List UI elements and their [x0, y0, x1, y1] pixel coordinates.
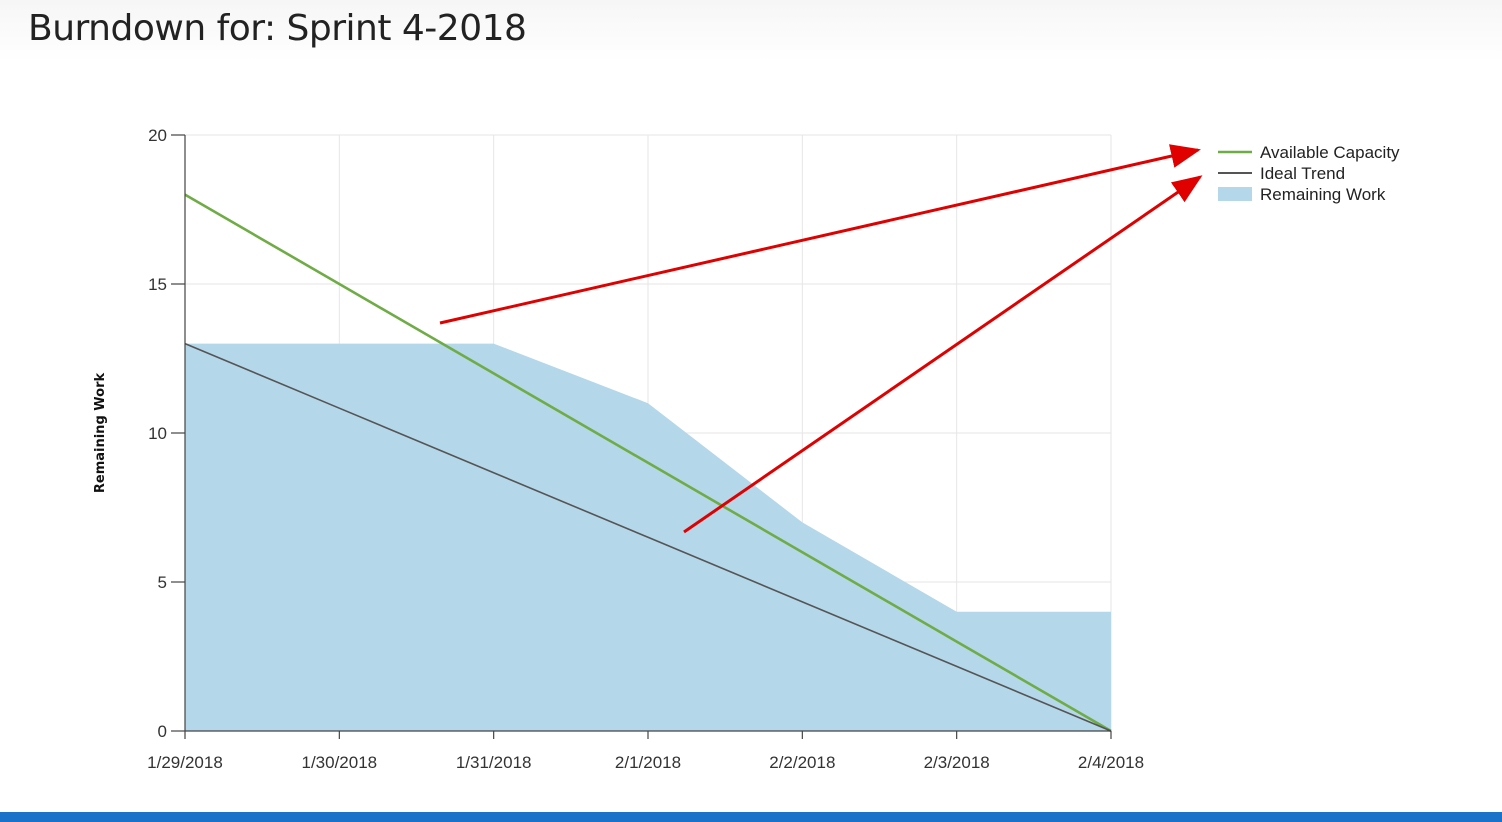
legend-label-remaining-work: Remaining Work	[1260, 185, 1386, 204]
annotation-arrow-ideal-trend	[684, 177, 1200, 532]
y-axis-label: Remaining Work	[93, 373, 108, 494]
x-tick-label: 1/31/2018	[456, 753, 532, 772]
chart-legend: Available Capacity Ideal Trend Remaining W…	[1218, 143, 1400, 204]
y-tick-label: 0	[158, 722, 167, 741]
x-tick-label: 2/1/2018	[615, 753, 681, 772]
x-tick-label: 2/3/2018	[924, 753, 990, 772]
y-axis-label-group: Remaining Work	[93, 373, 108, 494]
y-tick-label: 10	[148, 424, 167, 443]
legend-label-available-capacity: Available Capacity	[1260, 143, 1400, 162]
y-tick-label: 5	[158, 573, 167, 592]
y-tick-label: 20	[148, 126, 167, 145]
x-tick-label: 2/4/2018	[1078, 753, 1144, 772]
x-tick-label: 1/30/2018	[302, 753, 378, 772]
annotation-arrow-available-capacity	[440, 150, 1198, 323]
x-tick-label: 1/29/2018	[147, 753, 223, 772]
legend-label-ideal-trend: Ideal Trend	[1260, 164, 1345, 183]
bottom-accent-bar	[0, 812, 1502, 822]
legend-swatch-remaining-work	[1218, 187, 1252, 201]
y-tick-label: 15	[148, 275, 167, 294]
x-tick-label: 2/2/2018	[769, 753, 835, 772]
